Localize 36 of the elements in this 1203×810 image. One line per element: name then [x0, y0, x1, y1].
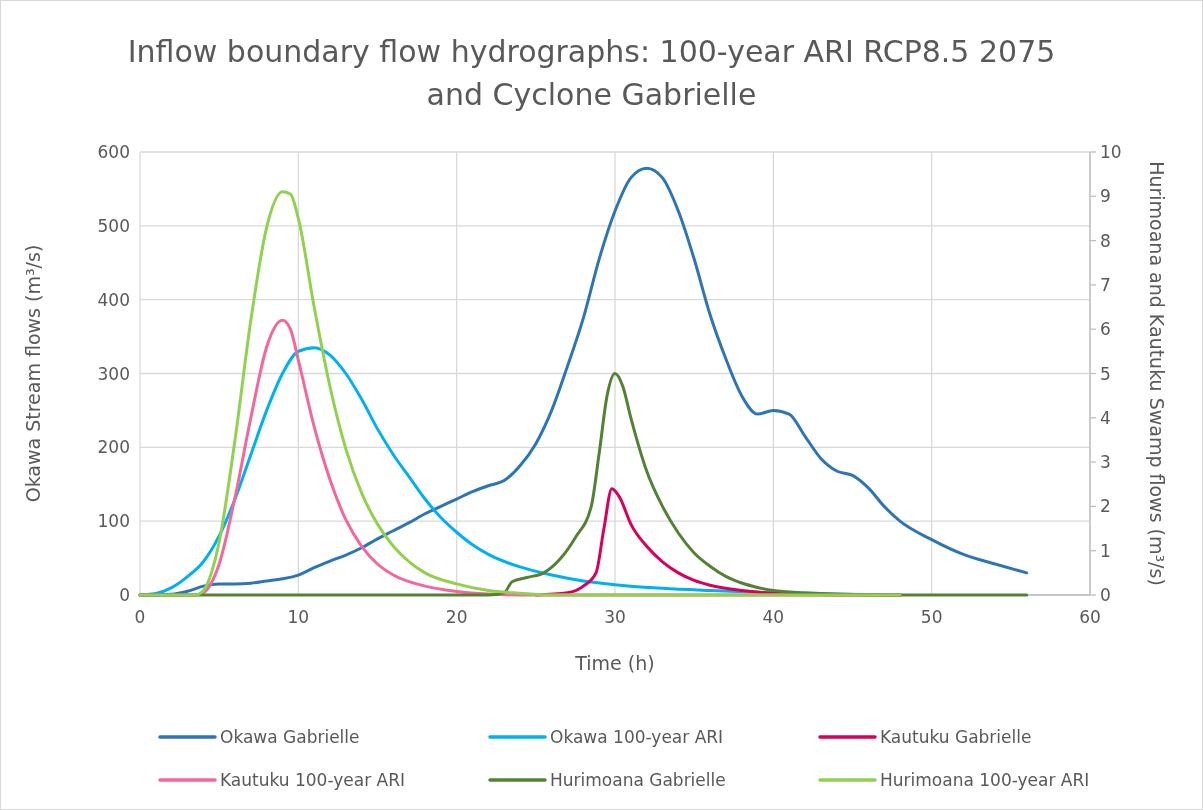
x-tick-label: 60 — [1079, 607, 1101, 627]
x-tick-label: 40 — [762, 607, 785, 627]
y-tick-label: 600 — [97, 142, 130, 162]
x-tick-label: 20 — [445, 607, 468, 627]
legend-label: Kautuku 100-year ARI — [220, 770, 406, 790]
y-tick-label: 200 — [97, 437, 130, 458]
chart-title: Inflow boundary flow hydrographs: 100-year ARI RCP8.5 2075 and Cyclone Gabrielle — [127, 34, 1056, 112]
y2-tick-label: 10 — [1100, 142, 1122, 162]
x-tick-label: 10 — [287, 607, 310, 627]
x-tick-label: 50 — [920, 607, 943, 627]
y-tick-label: 400 — [97, 289, 130, 310]
y-tick-label: 100 — [97, 511, 130, 532]
y2-tick-label: 4 — [1100, 407, 1111, 428]
y2-tick-label: 6 — [1100, 319, 1111, 340]
y2-axis-title: Hurimoana and Kautuku Swamp flows (m³/s) — [1146, 161, 1168, 586]
line-series — [138, 190, 902, 597]
y-axis-title: Okawa Stream flows (m³/s) — [22, 244, 44, 503]
x-tick-label: 0 — [134, 607, 146, 627]
y-tick-label: 300 — [97, 363, 130, 384]
y-tick-label: 0 — [119, 585, 130, 605]
y-tick-label: 500 — [97, 215, 130, 236]
legend-label: Okawa 100-year ARI — [550, 727, 724, 747]
legend-label: Hurimoana 100-year ARI — [880, 770, 1090, 790]
y2-tick-label: 3 — [1100, 452, 1111, 473]
y2-tick-label: 8 — [1100, 230, 1111, 251]
y2-tick-label: 0 — [1100, 585, 1111, 605]
x-tick-label: 30 — [604, 607, 626, 627]
legend-label: Kautuku Gabrielle — [880, 727, 1032, 747]
y2-tick-label: 9 — [1100, 186, 1111, 207]
y2-tick-label: 5 — [1100, 363, 1111, 384]
y2-tick-label: 7 — [1100, 274, 1111, 295]
y2-tick-label: 1 — [1100, 540, 1111, 561]
legend-label: Hurimoana Gabrielle — [550, 770, 726, 790]
legend-label: Okawa Gabrielle — [220, 727, 360, 747]
y2-tick-label: 2 — [1100, 496, 1111, 517]
x-axis-title: Time (h) — [574, 652, 655, 674]
